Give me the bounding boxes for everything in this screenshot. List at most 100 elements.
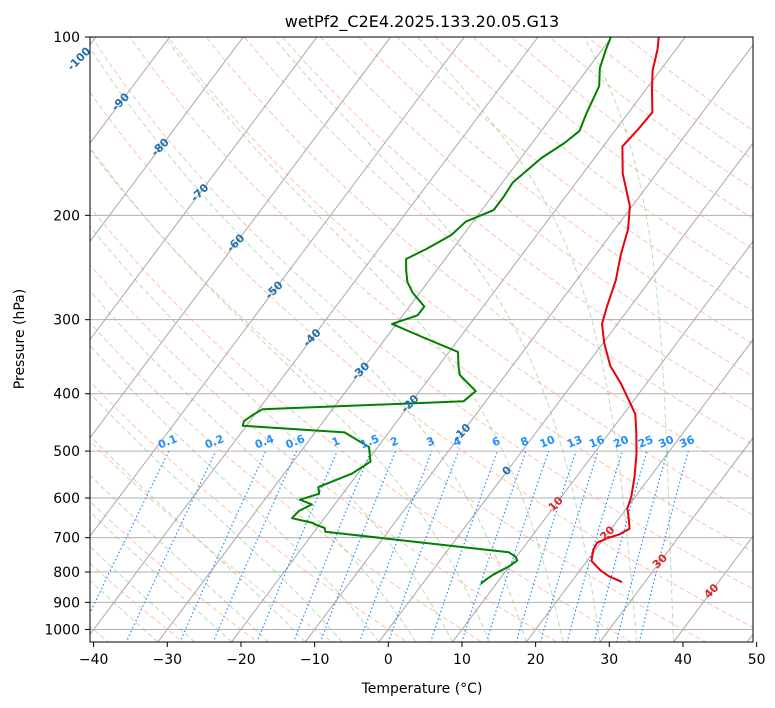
- x-tick-label: 20: [527, 652, 545, 668]
- mixing-ratio-line: [429, 450, 498, 642]
- isotherm-line: [90, 37, 171, 144]
- y-tick-label: 100: [53, 30, 80, 46]
- moist-adiabat: [90, 545, 196, 642]
- mixing-ratio-label: 3: [425, 434, 437, 449]
- mixing-ratio-line: [179, 450, 267, 642]
- mixing-ratio-label: 1.5: [358, 432, 381, 451]
- x-axis-label: Temperature (°C): [361, 681, 483, 697]
- mixing-ratio-label: 36: [677, 433, 696, 451]
- mixing-ratio-line: [593, 450, 648, 642]
- adiabat-label: -90: [109, 90, 132, 113]
- mixing-ratio-label: 8: [519, 434, 531, 449]
- adiabat-label: 10: [546, 494, 566, 514]
- y-tick-label: 200: [53, 208, 80, 224]
- dry-adiabat: [90, 380, 409, 642]
- y-axis-label: Pressure (hPa): [12, 289, 28, 389]
- isotherm-line: [90, 37, 392, 439]
- y-tick-label: 500: [53, 444, 80, 460]
- moist-adiabat: [90, 474, 269, 642]
- profile-lines: [241, 37, 660, 585]
- mixing-ratio-label: 0.1: [156, 432, 179, 451]
- x-tick-label: −10: [300, 652, 330, 668]
- moist-adiabat: [90, 225, 454, 642]
- mixing-ratio-line: [566, 450, 623, 642]
- dry-adiabat: [510, 37, 753, 220]
- mixing-ratio-line: [387, 450, 460, 642]
- dry-adiabat: [91, 37, 753, 590]
- dry-adiabat: [205, 37, 753, 480]
- y-tick-label: 1000: [44, 622, 80, 638]
- isotherm-line: [525, 338, 753, 642]
- y-tick-label: 700: [53, 531, 80, 547]
- adiabat-label: -40: [300, 326, 323, 349]
- mixing-ratio-line: [319, 450, 397, 642]
- adiabat-label: -20: [398, 392, 421, 415]
- chart-title: wetPf2_C2E4.2025.133.20.05.G13: [285, 12, 559, 32]
- isotherm-line: [672, 535, 753, 642]
- moist-adiabat: [90, 392, 343, 642]
- dry-adiabat: [129, 37, 753, 553]
- mixing-ratio-line: [358, 450, 433, 642]
- adiabat-label: 30: [650, 551, 670, 571]
- mixing-ratio-line: [485, 450, 550, 642]
- dry-adiabat: [167, 37, 753, 516]
- mixing-ratio-label: 0.6: [284, 432, 307, 451]
- mixing-ratio-label: 6: [490, 434, 502, 449]
- isotherm-line: [90, 37, 244, 243]
- y-tick-label: 900: [53, 595, 80, 611]
- isotherm-line: [157, 37, 613, 642]
- isotherm-line: [746, 633, 753, 642]
- moist-adiabat: [90, 290, 417, 642]
- mixing-ratio-line: [125, 450, 217, 642]
- isotherm-line: [599, 437, 753, 642]
- moist-adiabat: [272, 37, 601, 642]
- dry-adiabat: [320, 37, 753, 378]
- dewpoint-profile: [241, 37, 612, 585]
- adiabat-label: -100: [65, 44, 94, 73]
- moist-adiabat: [164, 37, 564, 642]
- x-tick-label: 40: [674, 652, 692, 668]
- dry-adiabat: [90, 440, 334, 642]
- mixing-ratio-line: [292, 450, 372, 642]
- x-tick-label: 10: [453, 652, 471, 668]
- moist-adiabat: [583, 37, 675, 642]
- mixing-ratio-label: 16: [587, 433, 606, 451]
- moist-adiabat: [417, 37, 638, 642]
- isotherm-line: [90, 37, 465, 537]
- mixing-ratio-label: 25: [636, 433, 655, 451]
- background-grid: [90, 37, 753, 642]
- dry-adiabat: [282, 37, 753, 411]
- isotherm-line: [230, 37, 686, 642]
- mixing-ratio-label: 0.2: [203, 432, 226, 451]
- mixing-ratio-label: 30: [657, 433, 676, 451]
- mixing-ratio-line: [539, 450, 599, 642]
- moist-adiabat: [90, 146, 490, 642]
- isotherm-line: [451, 240, 753, 642]
- dry-adiabat: [90, 562, 184, 642]
- dry-adiabat: [90, 91, 753, 629]
- x-tick-label: 0: [384, 652, 393, 668]
- mixing-ratio-label: 2: [388, 434, 400, 449]
- y-tick-label: 400: [53, 387, 80, 403]
- y-tick-label: 300: [53, 313, 80, 329]
- adiabat-label: -60: [224, 231, 247, 254]
- y-tick-label: 800: [53, 565, 80, 581]
- adiabat-label: -50: [262, 278, 285, 301]
- mixing-ratio-line: [615, 450, 669, 642]
- x-tick-label: 50: [748, 652, 766, 668]
- mixing-ratio-label: 0.4: [253, 432, 276, 451]
- plot-frame: [89, 36, 754, 643]
- isotherm-line: [304, 44, 753, 642]
- dry-adiabat: [396, 37, 753, 313]
- isotherm-line: [378, 142, 753, 642]
- adiabat-label: -70: [188, 181, 211, 204]
- x-tick-label: 30: [600, 652, 618, 668]
- mixing-ratio-label: 1: [330, 434, 342, 449]
- mixing-ratio-line: [90, 450, 170, 615]
- line-labels: 0.1 0.2 0.4 0.6 1 1.5 2 3 4 6 8 10 13 16 20 25 30 36-100-…: [65, 44, 722, 601]
- axes: −40 −30 −20 −10 0 10 20 30 40 5010020030040050060…: [44, 30, 765, 668]
- mixing-ratio-label: 20: [611, 433, 630, 451]
- mixing-ratio-line: [638, 450, 689, 642]
- x-tick-label: −20: [226, 652, 256, 668]
